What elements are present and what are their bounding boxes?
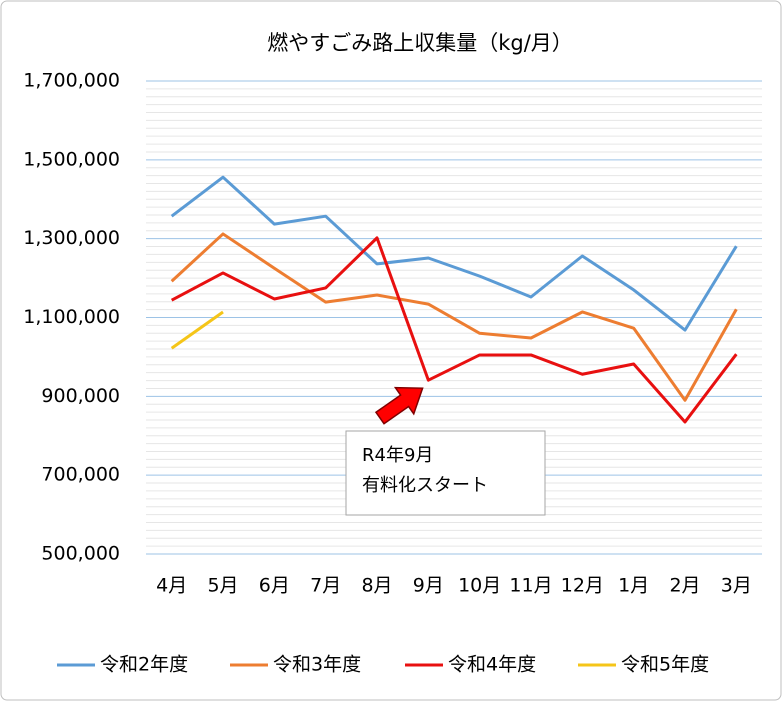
- annotation-box: [345, 430, 546, 516]
- y-tick-label: 1,500,000: [23, 148, 120, 170]
- x-tick-label: 2月: [669, 575, 700, 597]
- legend-label: 令和2年度: [100, 654, 188, 676]
- x-tick-label: 8月: [361, 575, 392, 597]
- series-line: [170, 232, 738, 402]
- y-tick-label: 1,300,000: [23, 227, 120, 249]
- x-tick-label: 12月: [561, 575, 604, 597]
- annotation-text: 有料化スタート: [362, 475, 488, 496]
- x-tick-label: 4月: [156, 575, 187, 597]
- series-line: [170, 175, 738, 332]
- x-tick-label: 11月: [509, 575, 552, 597]
- x-tick-label: 7月: [310, 575, 341, 597]
- x-tick-label: 9月: [413, 575, 444, 597]
- y-tick-label: 500,000: [41, 543, 120, 565]
- series-line: [170, 310, 224, 350]
- series-line: [170, 236, 738, 424]
- legend-label: 令和5年度: [621, 654, 709, 676]
- x-tick-label: 10月: [458, 575, 501, 597]
- x-tick-label: 5月: [207, 575, 238, 597]
- x-tick-label: 3月: [721, 575, 752, 597]
- chart-title: 燃やすごみ路上収集量（kg/月）: [267, 31, 573, 55]
- arrow: [374, 386, 424, 425]
- y-tick-label: 1,700,000: [23, 70, 120, 92]
- x-tick-label: 6月: [259, 575, 290, 597]
- y-tick-label: 900,000: [41, 385, 120, 407]
- annotation-text: R4年9月: [362, 445, 433, 466]
- y-tick-label: 1,100,000: [23, 306, 120, 328]
- y-tick-label: 700,000: [41, 464, 120, 486]
- annotation: R4年9月 有料化スタート: [345, 386, 546, 516]
- legend-label: 令和4年度: [448, 654, 536, 676]
- legend-label: 令和3年度: [273, 654, 361, 676]
- x-tick-label: 1月: [618, 575, 649, 597]
